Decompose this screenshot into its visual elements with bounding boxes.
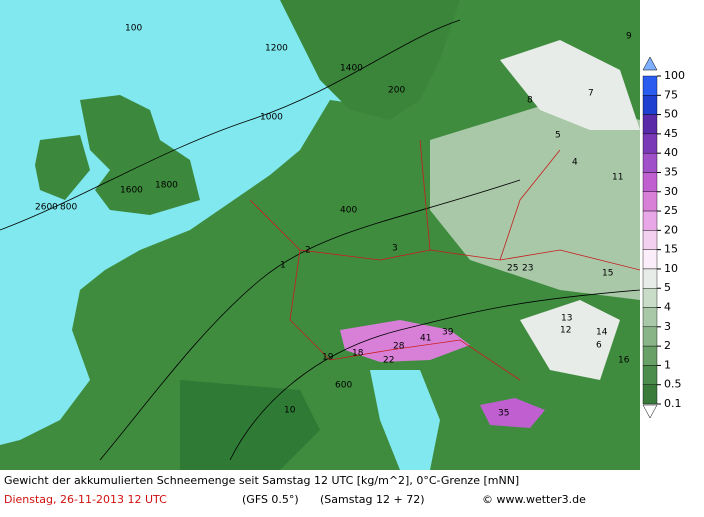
- map-label: 1000: [260, 113, 283, 123]
- map-label: 5: [555, 131, 561, 141]
- map-label: 800: [60, 203, 77, 213]
- map-label: 16: [618, 356, 630, 366]
- scandinavia: [280, 0, 460, 120]
- snow-north: [500, 40, 640, 130]
- legend-label: 50: [664, 108, 678, 121]
- legend-swatch: [642, 307, 658, 328]
- map-label: 600: [335, 381, 352, 391]
- legend-swatch: [642, 152, 658, 173]
- map-label: 7: [588, 89, 594, 99]
- legend-swatch: [642, 191, 658, 212]
- legend-swatch: [642, 365, 658, 385]
- map-label: 14: [596, 328, 608, 338]
- footer-model: (GFS 0.5°): [242, 493, 299, 506]
- map-label: 41: [420, 334, 431, 344]
- legend-label: 1: [664, 358, 671, 371]
- legend-swatch: [642, 172, 658, 192]
- map-label: 12: [560, 326, 571, 336]
- legend-swatch: [642, 326, 658, 347]
- map-label: 4: [572, 158, 578, 168]
- legend-swatch: [642, 230, 658, 250]
- great-britain: [80, 95, 200, 215]
- map-label: 13: [561, 314, 572, 324]
- legend-label: 100: [664, 69, 685, 82]
- map-label: 19: [322, 353, 334, 363]
- legend-swatch: [642, 114, 658, 135]
- map-label: 15: [602, 269, 613, 279]
- legend-label: 3: [664, 320, 671, 333]
- legend-label: 75: [664, 88, 678, 101]
- map-label: 18: [352, 349, 364, 359]
- snow-east: [430, 100, 640, 300]
- map-label: 1600: [120, 186, 143, 196]
- map-label: 10: [284, 406, 296, 416]
- land: [0, 0, 640, 470]
- legend-top-arrow: [642, 56, 658, 71]
- map-label: 6: [596, 341, 602, 351]
- legend-swatch: [642, 288, 658, 308]
- map-label: 1: [280, 261, 286, 271]
- legend-label: 10: [664, 262, 678, 275]
- legend-label: 20: [664, 223, 678, 236]
- map-label: 25: [507, 264, 518, 274]
- map-label: 2600: [35, 203, 58, 213]
- legend-swatch: [642, 384, 658, 405]
- contours: [0, 19, 641, 461]
- legend-swatch: [642, 210, 658, 231]
- legend-bottom-arrow: [642, 404, 658, 419]
- legend-label: 45: [664, 127, 678, 140]
- map-label: 35: [498, 409, 509, 419]
- legend-swatch: [642, 133, 658, 154]
- map-label: 1200: [265, 44, 288, 54]
- map-label: 9: [626, 32, 632, 42]
- map-label: 8: [527, 96, 533, 106]
- map-label: 28: [393, 342, 405, 352]
- legend-label: 25: [664, 204, 678, 217]
- footer: [0, 470, 704, 513]
- legend-label: 0.5: [664, 378, 682, 391]
- map-label: 1800: [155, 181, 178, 191]
- legend-label: 5: [664, 281, 671, 294]
- adriatic: [370, 370, 440, 470]
- map-label: 39: [442, 328, 454, 338]
- map-labels: 1200 1000 1800 2600 800 400 1400 600 2 1…: [35, 24, 632, 419]
- legend: 100 75 50 45 40 35 30 25 20 15 10 5 4 3 2 1 0.5 0.1: [642, 69, 685, 410]
- legend-swatch: [642, 75, 658, 96]
- legend-label: 2: [664, 339, 671, 352]
- footer-date: Dienstag, 26-11-2013 12 UTC: [4, 493, 167, 506]
- map-label: 3: [392, 244, 398, 254]
- map-label: 100: [125, 24, 142, 34]
- snow-balkan: [480, 398, 545, 428]
- snow-carpathian: [520, 300, 620, 380]
- map-label: 11: [612, 173, 623, 183]
- map-label: 22: [383, 356, 394, 366]
- legend-label: 0.1: [664, 397, 682, 410]
- ireland: [35, 135, 90, 200]
- legend-label: 15: [664, 243, 678, 256]
- legend-swatch: [642, 345, 658, 366]
- borders: [249, 139, 641, 381]
- map-label: 400: [340, 206, 357, 216]
- legend-swatch: [642, 268, 658, 289]
- map-label: 200: [388, 86, 405, 96]
- map-label: 2: [305, 246, 311, 256]
- legend-swatch: [642, 249, 658, 270]
- legend-swatch: [642, 95, 658, 115]
- footer-site: © www.wetter3.de: [482, 493, 586, 506]
- legend-label: 40: [664, 146, 678, 159]
- legend-label: 4: [664, 301, 671, 314]
- footer-caption: Gewicht der akkumulierten Schneemenge se…: [4, 474, 519, 487]
- map-label: 23: [522, 264, 533, 274]
- legend-label: 30: [664, 185, 678, 198]
- legend-label: 35: [664, 165, 678, 178]
- land-dark: [180, 380, 320, 470]
- footer-run: (Samstag 12 + 72): [320, 493, 425, 506]
- map-label: 1400: [340, 64, 363, 74]
- snow-alps: [340, 320, 470, 362]
